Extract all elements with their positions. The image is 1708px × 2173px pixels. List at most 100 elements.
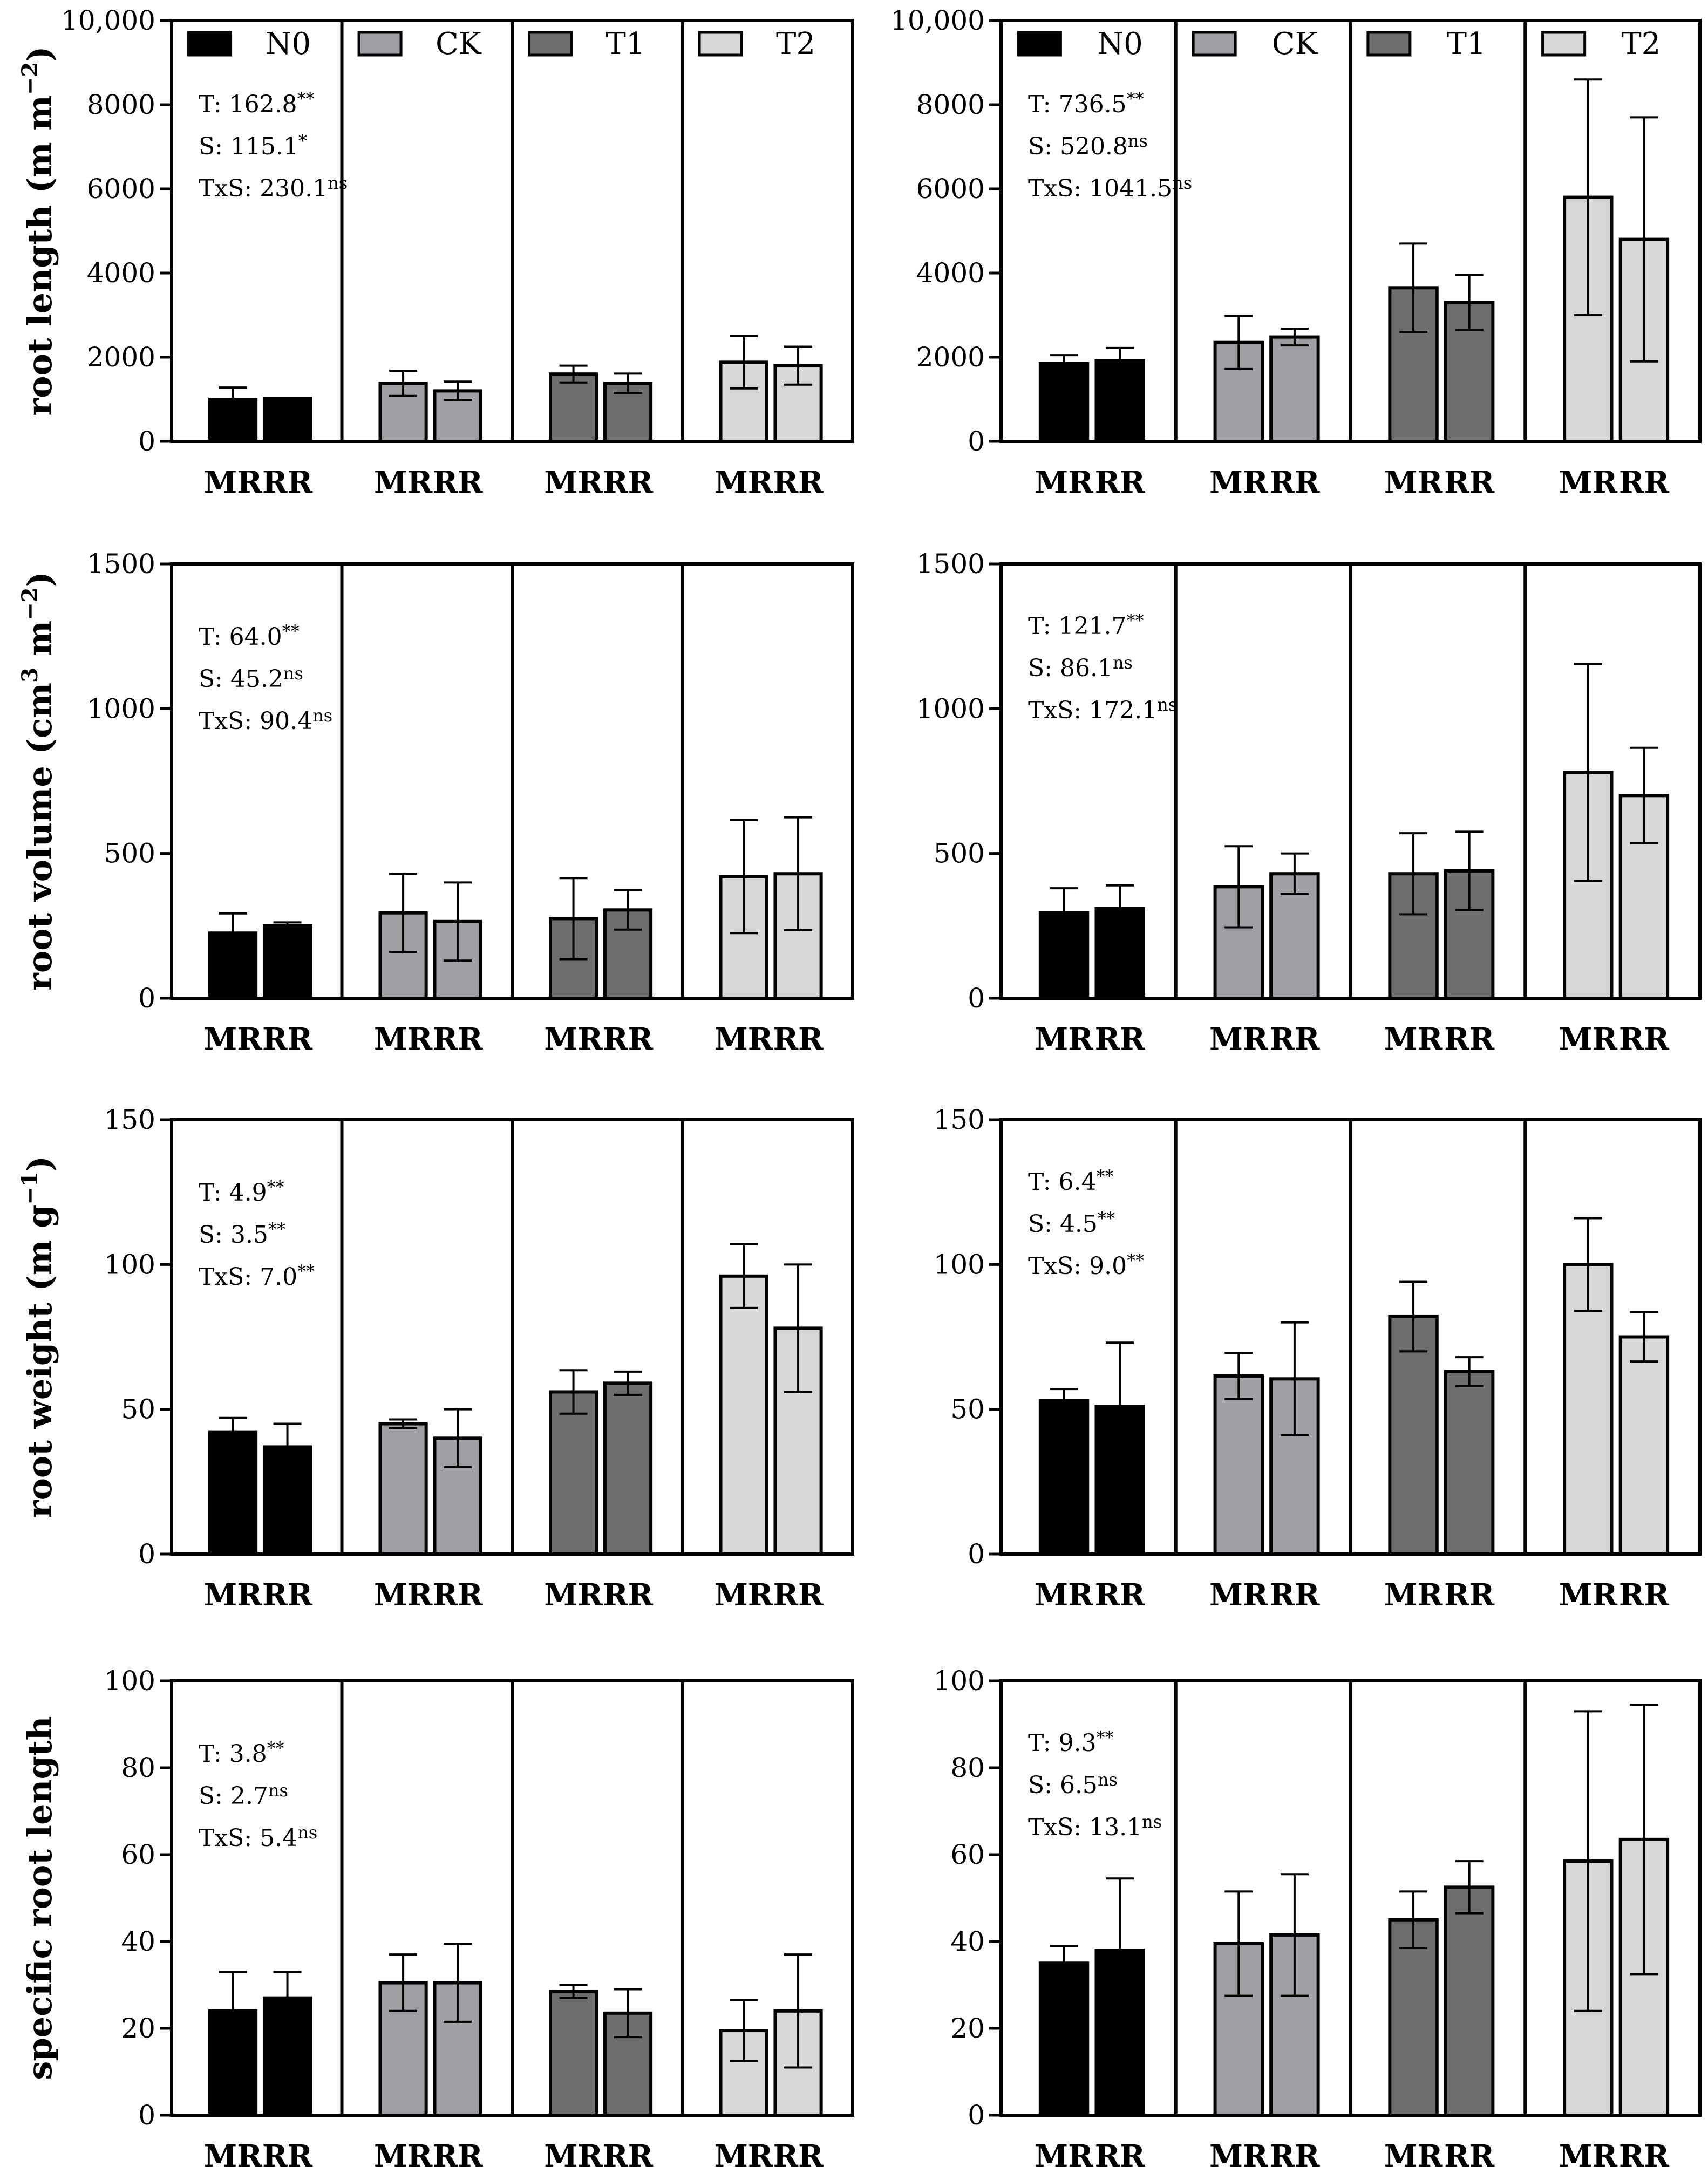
- y-tick-label: 20: [950, 2013, 985, 2044]
- y-tick-label: 0: [138, 2100, 155, 2131]
- y-tick-label: 8000: [87, 89, 155, 120]
- x-tick-label: MR: [374, 1577, 433, 1613]
- x-tick-label: RR: [1269, 1577, 1320, 1613]
- stat-label: T: 4.9**: [199, 1177, 284, 1207]
- legend-label-CK: CK: [435, 26, 482, 62]
- stat-label: T: 121.7**: [1028, 610, 1144, 640]
- y-tick-label: 150: [934, 1104, 985, 1135]
- stat-label: S: 2.7ns: [199, 1780, 288, 1810]
- y-tick-label: 0: [968, 2100, 985, 2131]
- y-tick-label: 60: [121, 1839, 155, 1870]
- x-tick-label: MR: [1035, 1021, 1093, 1057]
- stat-label: TxS: 172.1ns: [1028, 694, 1177, 724]
- y-tick-label: 4000: [916, 257, 985, 289]
- stat-label: T: 64.0**: [199, 621, 300, 651]
- x-tick-label: RR: [603, 1021, 654, 1057]
- x-tick-label: RR: [1619, 1021, 1670, 1057]
- stat-label: T: 162.8**: [199, 88, 315, 118]
- y-tick-label: 6000: [87, 173, 155, 205]
- bar-N0-RR: [1094, 1405, 1145, 1556]
- stat-label: TxS: 5.4ns: [199, 1822, 317, 1852]
- x-tick-label: RR: [1619, 465, 1670, 500]
- x-tick-label: MR: [544, 2138, 603, 2173]
- x-tick-label: RR: [1444, 2138, 1495, 2173]
- y-tick-label: 0: [968, 426, 985, 457]
- stat-label: S: 115.1*: [199, 131, 307, 160]
- stat-label: TxS: 9.0**: [1028, 1250, 1144, 1280]
- x-tick-label: MR: [714, 2138, 773, 2173]
- legend-label-CK: CK: [1272, 26, 1318, 62]
- x-tick-label: MR: [1035, 2138, 1093, 2173]
- x-tick-label: MR: [1384, 1021, 1443, 1057]
- x-tick-label: MR: [1035, 465, 1093, 500]
- bar-N0-MR: [1038, 362, 1090, 444]
- x-tick-label: RR: [262, 1577, 313, 1613]
- legend-label-N0: N0: [266, 26, 311, 62]
- bar-N0-MR: [1038, 1399, 1090, 1556]
- y-tick-label: 2000: [87, 342, 155, 373]
- y-tick-label: 80: [950, 1752, 985, 1783]
- y-tick-label: 1000: [916, 693, 985, 724]
- x-tick-label: RR: [1619, 1577, 1670, 1613]
- y-axis-label: root length (m m−2): [17, 46, 59, 415]
- x-tick-label: RR: [433, 1577, 484, 1613]
- y-tick-label: 100: [934, 1249, 985, 1280]
- bar-CK-MR: [1213, 1374, 1264, 1556]
- x-tick-label: MR: [1559, 1577, 1618, 1613]
- y-tick-label: 500: [934, 838, 985, 869]
- bar-T2-RR: [1618, 1335, 1670, 1556]
- x-tick-label: RR: [262, 465, 313, 500]
- x-tick-label: RR: [1269, 2138, 1320, 2173]
- y-tick-label: 6000: [916, 173, 985, 205]
- y-axis-label: specific root length: [20, 1716, 59, 2080]
- x-tick-label: RR: [1269, 1021, 1320, 1057]
- bar-T1-MR: [548, 1390, 598, 1556]
- x-tick-label: MR: [1559, 1021, 1618, 1057]
- x-tick-label: MR: [1384, 465, 1443, 500]
- legend-swatch-N0: [1017, 31, 1062, 57]
- bar-N0-MR: [208, 1430, 258, 1556]
- y-tick-label: 0: [138, 983, 155, 1014]
- x-tick-label: RR: [603, 2138, 654, 2173]
- bar-N0-RR: [262, 924, 312, 1000]
- y-tick-label: 10,000: [61, 5, 155, 36]
- stat-label: TxS: 7.0**: [199, 1261, 315, 1291]
- x-tick-label: MR: [544, 1577, 603, 1613]
- legend-swatch-CK: [357, 31, 403, 57]
- y-tick-label: 40: [121, 1926, 155, 1957]
- stat-label: TxS: 230.1ns: [199, 173, 348, 202]
- y-tick-label: 500: [104, 838, 155, 869]
- bar-T1-MR: [548, 1990, 598, 2117]
- x-tick-label: MR: [544, 465, 603, 500]
- legend-swatch-N0: [187, 31, 233, 57]
- y-tick-label: 4000: [87, 257, 155, 289]
- x-tick-label: MR: [1559, 2138, 1618, 2173]
- x-tick-label: RR: [262, 2138, 313, 2173]
- bar-N0-MR: [208, 931, 258, 1000]
- x-tick-label: RR: [1095, 1577, 1146, 1613]
- stat-label: TxS: 13.1ns: [1028, 1811, 1162, 1841]
- x-tick-label: RR: [1095, 2138, 1146, 2173]
- bar-CK-RR: [1269, 335, 1320, 443]
- stat-label: S: 3.5**: [199, 1219, 285, 1249]
- x-tick-label: MR: [714, 1577, 773, 1613]
- bar-N0-MR: [208, 2009, 258, 2117]
- legend-swatch-T1: [1366, 31, 1412, 57]
- x-tick-label: MR: [203, 2138, 262, 2173]
- stat-label: S: 520.8ns: [1028, 131, 1148, 160]
- legend-swatch-CK: [1192, 31, 1237, 57]
- x-tick-label: RR: [1095, 1021, 1146, 1057]
- stat-label: T: 736.5**: [1028, 88, 1144, 118]
- x-tick-label: RR: [1444, 1577, 1495, 1613]
- x-tick-label: RR: [603, 465, 654, 500]
- x-tick-label: RR: [603, 1577, 654, 1613]
- bar-CK-MR: [378, 1422, 428, 1556]
- y-tick-label: 50: [950, 1394, 985, 1425]
- legend-label-T2: T2: [776, 26, 815, 62]
- bar-T1-MR: [548, 372, 598, 444]
